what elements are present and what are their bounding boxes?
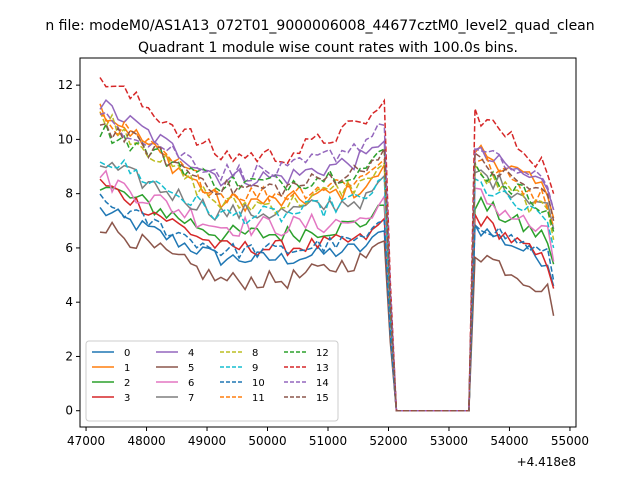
x-axis-offset-label: +4.418e8	[517, 455, 576, 469]
series-line-14	[99, 111, 555, 412]
series-line-13	[99, 77, 555, 412]
legend-label: 14	[316, 378, 329, 389]
x-tick-label: 48000	[127, 434, 165, 448]
legend-label: 11	[252, 393, 265, 404]
chart-suptitle: n file: modeM0/AS1A13_072T01_9000006008_…	[45, 18, 594, 34]
legend-label: 6	[188, 378, 194, 389]
y-tick-label: 6	[65, 241, 73, 255]
series-line-6	[99, 169, 555, 412]
x-tick-label: 53000	[430, 434, 468, 448]
x-tick-label: 50000	[248, 434, 286, 448]
x-tick-label: 49000	[188, 434, 226, 448]
legend-label: 10	[252, 378, 265, 389]
legend-label: 13	[316, 363, 329, 374]
series-line-11	[99, 111, 555, 412]
x-tick-label: 47000	[67, 434, 105, 448]
series-line-0	[99, 206, 555, 412]
x-tick-label: 55000	[551, 434, 589, 448]
series-lines	[99, 77, 555, 412]
legend-label: 0	[124, 348, 130, 359]
series-line-2	[99, 186, 555, 412]
legend-label: 5	[188, 363, 194, 374]
legend-label: 3	[124, 393, 130, 404]
y-tick-label: 12	[58, 78, 73, 92]
series-line-9	[99, 158, 555, 412]
y-tick-label: 2	[65, 349, 73, 363]
y-tick-label: 0	[65, 404, 73, 418]
series-line-3	[99, 178, 555, 412]
series-line-15	[99, 122, 555, 412]
x-axis: 47000 48000 49000 50000 51000 52000 53000 54000…	[67, 427, 589, 448]
legend-label: 7	[188, 393, 194, 404]
y-tick-label: 8	[65, 187, 73, 201]
series-line-5	[99, 221, 555, 412]
y-tick-label: 4	[65, 295, 73, 309]
series-line-10	[99, 193, 555, 412]
legend-box	[85, 340, 339, 422]
legend-label: 9	[252, 363, 258, 374]
legend-label: 1	[124, 363, 130, 374]
x-tick-label: 52000	[369, 434, 407, 448]
legend-label: 4	[188, 348, 194, 359]
legend-label: 15	[316, 393, 329, 404]
x-tick-label: 54000	[490, 434, 528, 448]
y-tick-label: 10	[58, 132, 73, 146]
legend-label: 12	[316, 348, 329, 359]
chart-title: Quadrant 1 module wise count rates with …	[138, 40, 518, 56]
x-tick-label: 51000	[309, 434, 347, 448]
y-axis: 0 2 4 6 8 10 12	[58, 78, 80, 418]
legend-label: 8	[252, 348, 258, 359]
legend-label: 2	[124, 378, 130, 389]
